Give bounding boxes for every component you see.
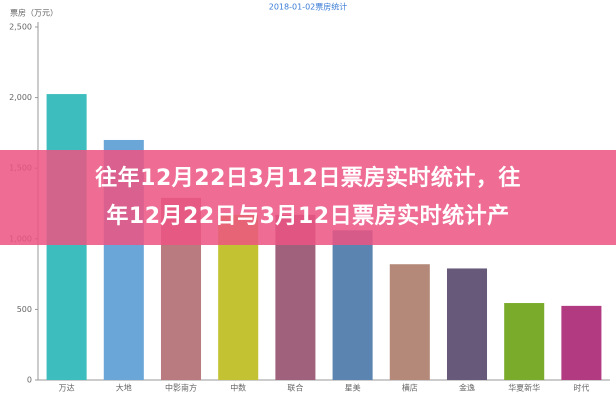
x-tick-label: 万达 [59, 383, 75, 393]
bar [446, 268, 488, 380]
x-tick-label: 大地 [116, 383, 132, 393]
bar [389, 264, 430, 380]
y-tick-label: 2,500 [9, 23, 32, 32]
y-tick-label: 500 [17, 305, 32, 314]
banner: 往年12月22日3月12日票房实时统计，往 年12月22日与3月12日票房实时统… [0, 150, 616, 245]
x-tick-label: 星美 [345, 383, 361, 393]
bar [504, 303, 545, 380]
banner-line: 年12月22日与3月12日票房实时统计产 [106, 203, 510, 229]
x-tick-label: 中数 [230, 383, 246, 393]
x-tick-label: 横店 [402, 383, 418, 393]
x-tick-label: 华夏新华 [508, 383, 540, 393]
y-tick-label: 2,000 [9, 93, 32, 102]
x-tick-label: 中影南方 [165, 383, 197, 393]
x-tick-label: 时代 [573, 383, 589, 393]
bar [561, 305, 602, 380]
banner-line: 往年12月22日3月12日票房实时统计，往 [95, 165, 521, 191]
y-tick-label: 0 [27, 376, 32, 385]
x-tick-label: 金逸 [459, 383, 475, 393]
x-tick-label: 联合 [287, 383, 303, 393]
chart-title: 2018-01-02票房统计 [269, 2, 348, 12]
y-axis-label: 票房（万元） [10, 8, 58, 18]
bar [332, 230, 373, 380]
